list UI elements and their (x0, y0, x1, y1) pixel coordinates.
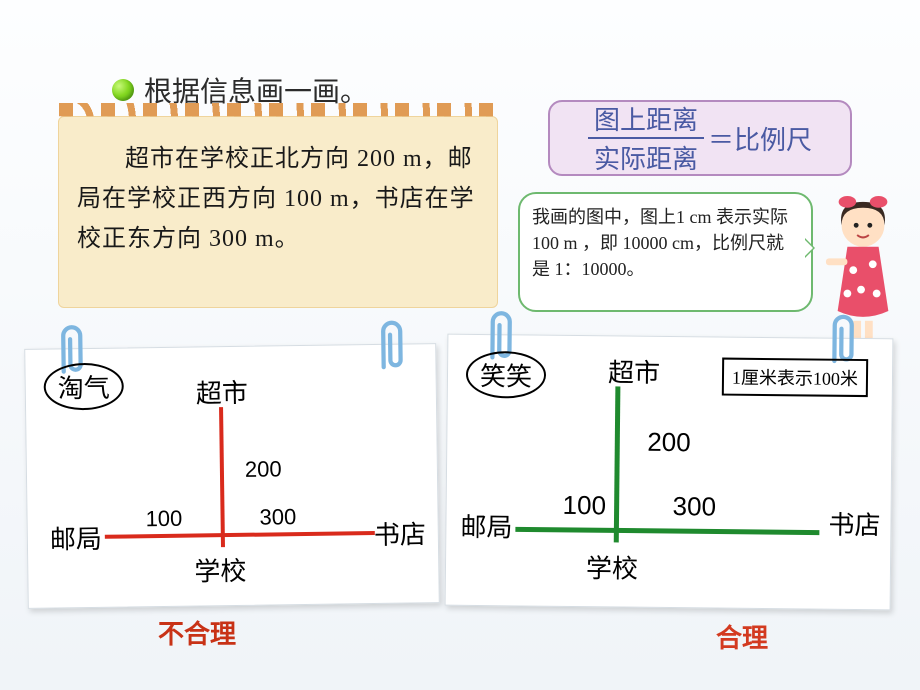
north-value-right: 200 (647, 427, 691, 458)
bullet-dot-icon (112, 79, 134, 101)
east-label-right: 书店 (828, 505, 880, 543)
east-value-left: 300 (259, 504, 296, 531)
west-value-right: 100 (562, 490, 606, 521)
north-value-left: 200 (245, 456, 282, 483)
west-value-left: 100 (145, 506, 182, 533)
center-label-left: 学校 (194, 551, 247, 589)
north-label-right: 超市 (608, 352, 660, 390)
center-label-right: 学校 (586, 548, 638, 586)
west-label-right: 邮局 (460, 507, 512, 545)
speech-bubble: 我画的图中，图上1 cm 表示实际 100 m ，即 10000 cm，比例尺就… (518, 192, 813, 312)
west-label-left: 邮局 (50, 519, 103, 557)
speech-text: 我画的图中，图上1 cm 表示实际 100 m ，即 10000 cm，比例尺就… (532, 207, 788, 279)
north-label-left: 超市 (196, 373, 249, 411)
right-diagram (446, 335, 893, 610)
verdict-right: 合理 (716, 618, 768, 655)
verdict-left: 不合理 (158, 614, 236, 651)
east-value-right: 300 (672, 491, 716, 522)
formula-box: 图上距离 实际距离 ＝比例尺 (548, 100, 852, 176)
problem-card: 超市在学校正北方向 200 m，邮局在学校正西方向 100 m，书店在学校正东方… (58, 116, 498, 308)
formula-denominator: 实际距离 (588, 139, 704, 176)
formula-equals: ＝比例尺 (708, 120, 812, 157)
formula-fraction: 图上距离 实际距离 (588, 100, 704, 176)
right-diagram-card: 笑笑 1厘米表示100米 超市 200 100 300 邮局 书店 学校 (445, 334, 894, 611)
torn-edge-icon (59, 103, 497, 125)
formula-numerator: 图上距离 (588, 100, 704, 139)
east-label-left: 书店 (374, 514, 427, 552)
left-diagram-card: 淘气 超市 200 100 300 邮局 书店 学校 (24, 343, 440, 609)
problem-text: 超市在学校正北方向 200 m，邮局在学校正西方向 100 m，书店在学校正东方… (77, 139, 479, 259)
